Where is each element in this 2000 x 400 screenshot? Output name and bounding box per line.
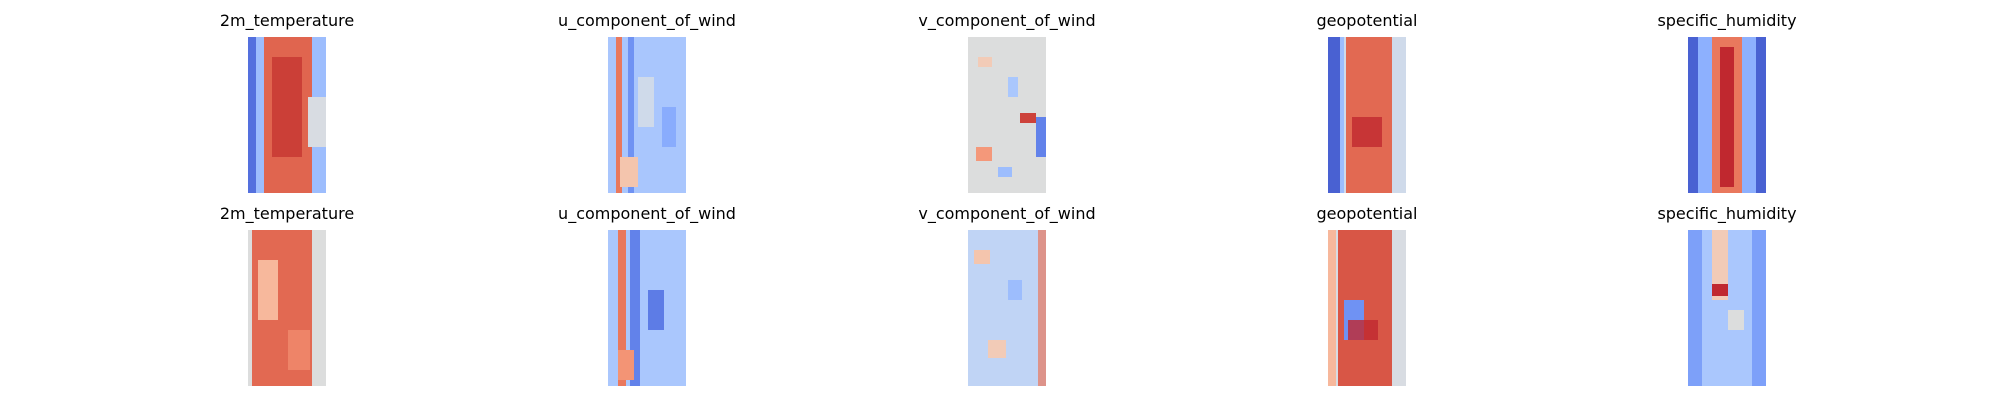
panel-title: specific_humidity [1657,11,1797,30]
panel-title: 2m_temperature [219,204,355,223]
heatmap-image [608,37,686,193]
panel-title: specific_humidity [1657,204,1797,223]
heatmap-image [1688,230,1766,386]
panel-title: 2m_temperature [219,11,355,30]
heatmap-image [1328,37,1406,193]
panel-title: v_component_of_wind [918,11,1096,30]
heatmap-image [248,37,326,193]
heatmap-image [608,230,686,386]
heatmap-image [1688,37,1766,193]
panel-title: u_component_of_wind [558,204,736,223]
heatmap-image [1328,230,1406,386]
heatmap-image [968,230,1046,386]
panel-title: u_component_of_wind [558,11,736,30]
heatmap-image [968,37,1046,193]
panel-title: geopotential [1316,11,1418,30]
panel-title: geopotential [1316,204,1418,223]
heatmap-image [248,230,326,386]
panel-title: v_component_of_wind [918,204,1096,223]
